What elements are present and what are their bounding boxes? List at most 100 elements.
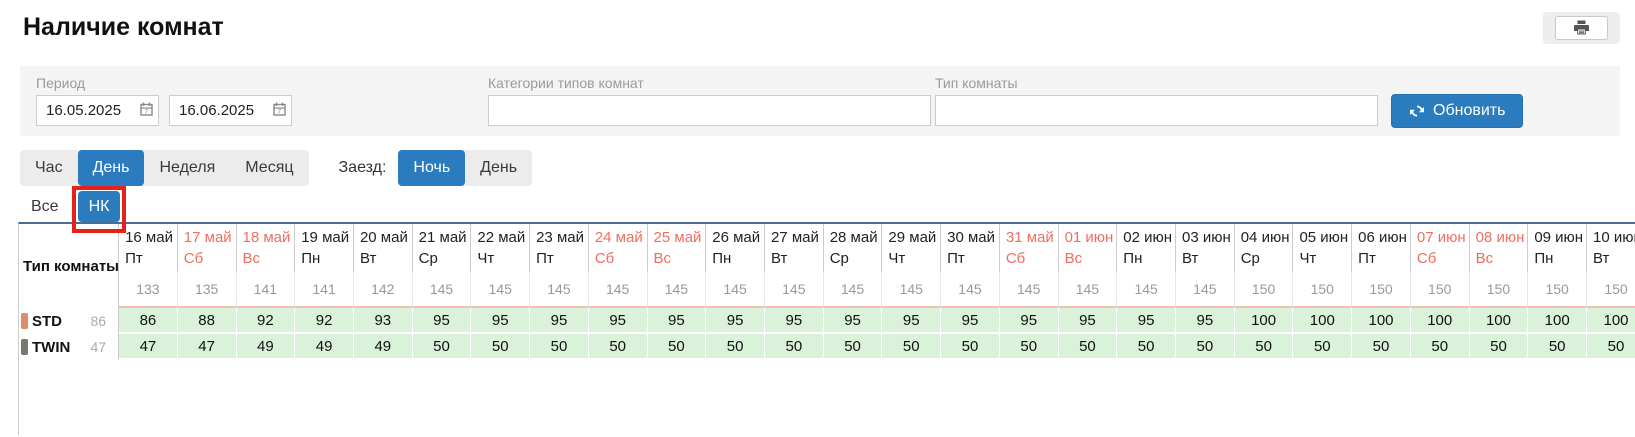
refresh-button[interactable]: Обновить: [1391, 94, 1524, 128]
room-category-input[interactable]: [488, 95, 931, 126]
filter-panel: Период 7: [20, 66, 1620, 136]
room-category-label: Категории типов комнат: [488, 75, 644, 91]
column-total-cell: 145: [1058, 272, 1118, 308]
room-color-marker-icon: [21, 313, 28, 329]
date-label: 20 май: [359, 229, 408, 246]
availability-cell: 88: [177, 308, 237, 334]
weekday-label: Сб: [1005, 250, 1026, 267]
date-column-header: 08 июн Вс: [1470, 224, 1529, 272]
weekday-label: Пт: [125, 250, 143, 267]
availability-cell: 50: [764, 334, 824, 360]
weekday-label: Пн: [301, 250, 321, 267]
availability-cell: 50: [1058, 334, 1118, 360]
date-column-header: 02 июн Пн: [1117, 224, 1176, 272]
column-total-cell: 141: [236, 272, 296, 308]
scale-tab-3[interactable]: Неделя: [159, 159, 216, 176]
date-column-header: 04 июн Ср: [1235, 224, 1294, 272]
weekday-label: Сб: [1416, 250, 1437, 267]
availability-cell: 95: [941, 308, 1000, 334]
column-total-cell: 150: [1352, 272, 1411, 308]
column-total-cell: 145: [823, 272, 883, 308]
date-label: 29 май: [888, 229, 937, 246]
arrival-tab-group: Ночь День: [398, 150, 533, 186]
date-column-header: 30 май Пт: [941, 224, 1000, 272]
date-label: 30 май: [947, 229, 996, 246]
availability-cell: 50: [412, 334, 472, 360]
scale-tabs-row: Час День Неделя Месяц Заезд: Ночь День: [20, 150, 1635, 186]
weekday-label: Пт: [536, 250, 554, 267]
column-total-cell: 150: [1528, 272, 1588, 308]
availability-cell: 86: [119, 308, 178, 334]
availability-cell: 100: [1234, 308, 1294, 334]
availability-cell: 50: [471, 334, 531, 360]
period-from-input[interactable]: [36, 95, 159, 126]
scale-tab-4[interactable]: Месяц: [245, 159, 294, 176]
column-total-cell: 145: [1117, 272, 1176, 308]
date-column-header: 31 май Сб: [1000, 224, 1059, 272]
date-column-header: 23 май Пт: [530, 224, 589, 272]
column-total-cell: 150: [1234, 272, 1294, 308]
availability-cell: 95: [764, 308, 824, 334]
weekday-label: Вс: [1475, 250, 1494, 267]
column-total-cell: 150: [1293, 272, 1353, 308]
room-type-input[interactable]: [935, 95, 1378, 126]
arrival-label: Заезд:: [338, 159, 387, 176]
availability-cell: 50: [941, 334, 1000, 360]
date-label: 06 июн: [1358, 229, 1407, 246]
view-tab-2[interactable]: НК: [77, 190, 121, 222]
date-label: 05 июн: [1299, 229, 1349, 246]
arrival-tab-1[interactable]: Ночь: [398, 150, 466, 186]
print-button[interactable]: [1555, 16, 1608, 40]
availability-cell: 93: [353, 308, 413, 334]
availability-cell: 47: [177, 334, 237, 360]
scale-tab-2[interactable]: День: [77, 150, 145, 186]
room-type-label: Тип комнаты: [935, 75, 1018, 91]
date-column-header: 27 май Вт: [765, 224, 824, 272]
period-to-input[interactable]: [169, 95, 292, 126]
availability-cell: 49: [295, 334, 354, 360]
weekday-label: Чт: [477, 250, 495, 267]
date-label: 25 май: [653, 229, 702, 246]
availability-cell: 49: [236, 334, 296, 360]
period-filter: Период 7: [36, 75, 292, 126]
calendar-icon[interactable]: 7: [273, 102, 286, 121]
availability-cell: 95: [1058, 308, 1118, 334]
date-label: 31 май: [1005, 229, 1054, 246]
availability-cell: 50: [1234, 334, 1294, 360]
availability-cell: 100: [1293, 308, 1353, 334]
date-column-header: 28 май Ср: [824, 224, 883, 272]
date-column-header: 03 июн Вт: [1176, 224, 1235, 272]
calendar-icon[interactable]: 7: [140, 102, 153, 121]
weekday-label: Ср: [418, 250, 438, 267]
column-total-cell: 145: [941, 272, 1000, 308]
weekday-label: Чт: [1299, 250, 1317, 267]
weekday-label: Вт: [359, 250, 377, 267]
column-total-cell: 145: [412, 272, 472, 308]
date-column-header: 19 май Пн: [295, 224, 354, 272]
arrival-tab-2[interactable]: День: [480, 159, 518, 176]
weekday-label: Вс: [242, 250, 261, 267]
weekday-label: Ср: [829, 250, 849, 267]
date-label: 02 июн: [1123, 229, 1173, 246]
weekday-label: Вс: [1064, 250, 1083, 267]
view-tab-1[interactable]: Все: [31, 197, 59, 215]
page-title: Наличие комнат: [23, 13, 224, 41]
weekday-label: Пн: [1534, 250, 1554, 267]
weekday-label: Вт: [1593, 250, 1610, 267]
date-label: 26 май: [712, 229, 761, 246]
print-button-group: [1543, 12, 1620, 44]
svg-text:7: 7: [145, 109, 149, 116]
column-total-cell: 150: [1469, 272, 1529, 308]
date-column-header: 17 май Сб: [178, 224, 237, 272]
availability-cell: 100: [1469, 308, 1529, 334]
availability-cell: 92: [236, 308, 296, 334]
availability-cell: 95: [412, 308, 472, 334]
date-column-header: 18 май Вс: [237, 224, 296, 272]
weekday-label: Вт: [770, 250, 788, 267]
date-label: 23 май: [536, 229, 584, 246]
scale-tab-1[interactable]: Час: [35, 159, 63, 176]
date-label: 28 май: [829, 229, 878, 246]
view-tab-group: Все НК: [20, 185, 1635, 233]
column-total-cell: 133: [119, 272, 178, 308]
